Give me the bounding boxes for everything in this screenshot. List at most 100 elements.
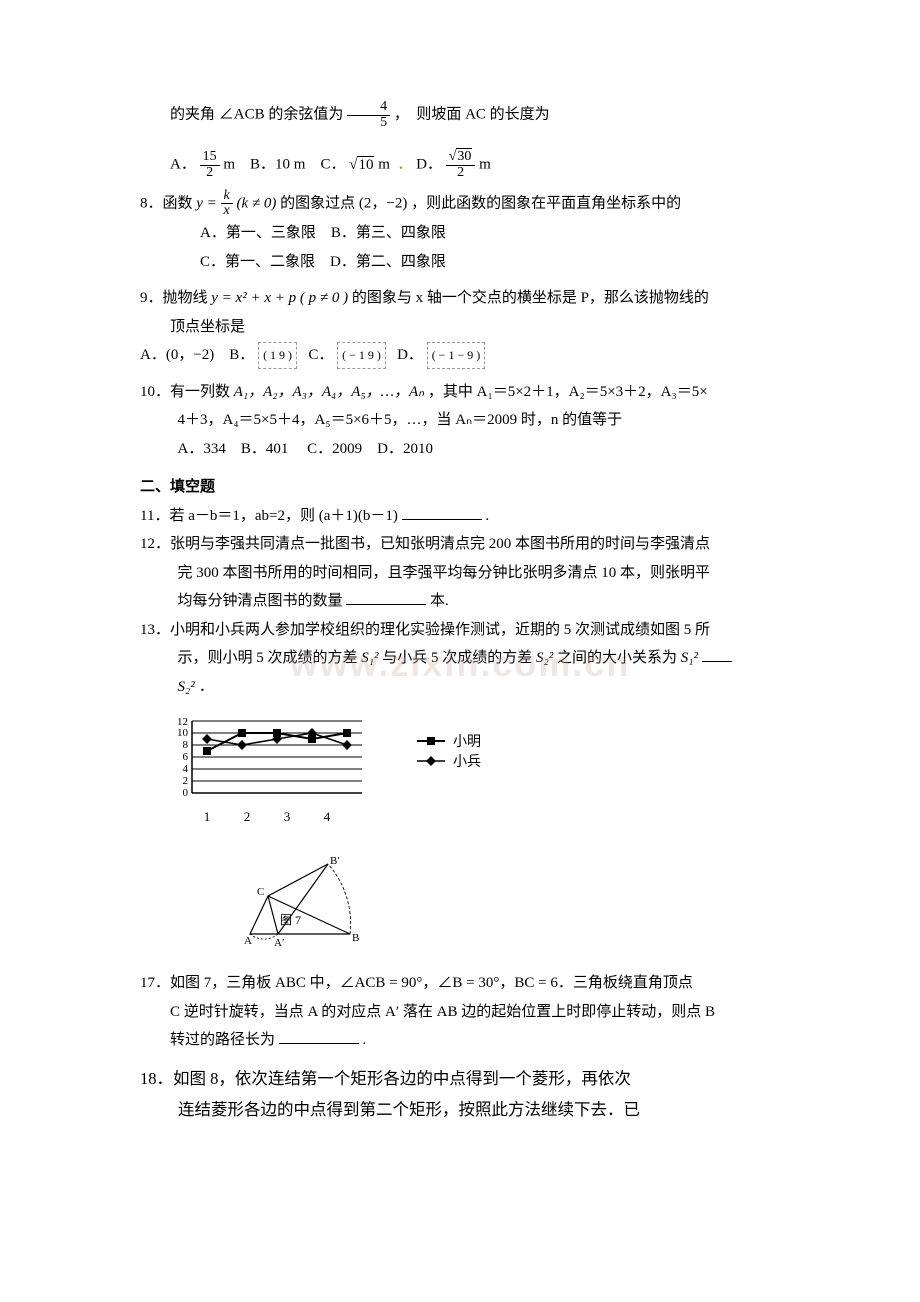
q7-cos-frac: 4 5 bbox=[347, 100, 390, 130]
blank-field[interactable] bbox=[346, 590, 426, 605]
q10-block: 10．有一列数 A₁，A₂，A₃，A₄，A₅，…，Aₙ ，其中 A₁＝5×2＋1… bbox=[140, 378, 790, 407]
frac-den: x bbox=[221, 204, 233, 219]
q9-opts: A．(0，−2) B． ( 1 9 ) C． ( − 1 9 ) D． ( − … bbox=[140, 341, 790, 370]
label-Ap: A′ bbox=[274, 937, 284, 949]
q13-s2b: S₂² ． bbox=[178, 679, 214, 695]
sqrt-body: 10 bbox=[357, 156, 374, 173]
legend-ming: 小明 bbox=[453, 734, 481, 750]
q17-line1: 17．如图 7，三角板 ABC 中，∠ACB = 90°，∠B = 30°，BC… bbox=[140, 969, 790, 998]
q10-seq: A₁，A₂，A₃，A₄，A₅，…，Aₙ bbox=[234, 384, 424, 400]
chart-svg: 0 2 4 6 8 10 12 1 2 3 4 bbox=[170, 713, 500, 833]
blank-field[interactable] bbox=[279, 1029, 359, 1044]
q8-block: 8．函数 y = k x (k ≠ 0) 的图象过点 (2，−2) ，则此函数的… bbox=[140, 189, 790, 219]
q7-optC-label: C． bbox=[320, 157, 345, 173]
q9-optB-val: ( 1 9 ) bbox=[258, 342, 297, 369]
ytick: 8 bbox=[183, 739, 189, 751]
q11-block: 11．若 a－b＝1，ab=2，则 (a＋1)(b－1) . bbox=[140, 502, 790, 531]
label-B: B bbox=[352, 932, 359, 944]
ytick: 12 bbox=[177, 716, 188, 728]
chart-figure5: 0 2 4 6 8 10 12 1 2 3 4 bbox=[170, 713, 790, 844]
q13-line2: 示，则小明 5 次成绩的方差 S₁² 与小兵 5 次成绩的方差 S₂² 之间的大… bbox=[178, 644, 791, 673]
frac-den: 2 bbox=[446, 166, 476, 181]
q8-optA: A．第一、三象限 bbox=[200, 225, 316, 241]
ytick: 4 bbox=[183, 763, 189, 775]
frac-den: 2 bbox=[200, 166, 220, 181]
q9-optC-val: ( − 1 9 ) bbox=[337, 342, 386, 369]
sqrt-body: 30 bbox=[456, 148, 472, 164]
frac-num: 15 bbox=[200, 150, 220, 166]
q11-text-b: . bbox=[485, 508, 489, 524]
q8-eq-y: y = bbox=[196, 195, 220, 211]
q9-mid: 的图象与 x 轴一个交点的横坐标是 P，那么该抛物线的 bbox=[352, 290, 709, 306]
q8-prefix: 8．函数 bbox=[140, 195, 196, 211]
q7-dot: ． bbox=[397, 157, 412, 173]
q12-line3a: 均每分钟清点图书的数量 bbox=[178, 593, 343, 609]
q13-line2b: 与小兵 5 次成绩的方差 bbox=[382, 650, 536, 666]
q8-mid: 的图象过点 (2 bbox=[280, 195, 371, 211]
frac-num: k bbox=[221, 189, 233, 205]
ytick: 6 bbox=[183, 751, 189, 763]
q17-line3: 转过的路径长为 . bbox=[170, 1026, 790, 1055]
q7-optD-frac: 30 2 bbox=[446, 150, 476, 180]
q13-line2c: 之间的大小关系为 bbox=[557, 650, 681, 666]
legend-bing: 小兵 bbox=[453, 754, 481, 770]
q10-optC: C．2009 bbox=[307, 441, 362, 457]
q13-line1: 13．小明和小兵两人参加学校组织的理化实验操作测试，近期的 5 次测试成绩如图 … bbox=[140, 616, 790, 645]
q18-line1: 18．如图 8，依次连结第一个矩形各边的中点得到一个菱形，再依次 bbox=[140, 1063, 790, 1094]
q8-optD: D．第二、四象限 bbox=[330, 254, 446, 270]
label-Bp: B′ bbox=[330, 855, 340, 867]
q8-suffix: ，则此函数的图象在平面直角坐标系中的 bbox=[411, 195, 681, 211]
q7-intro-b: ， 则坡面 AC 的长度为 bbox=[394, 107, 550, 123]
xtick: 1 bbox=[204, 809, 211, 824]
q9-block: 9．抛物线 y = x² + x + p ( p ≠ 0 ) 的图象与 x 轴一… bbox=[140, 284, 790, 313]
figure7: A A′ B B′ C 图 7 bbox=[230, 854, 790, 960]
q7-optA-frac: 15 2 bbox=[200, 150, 220, 180]
q7-optA-label: A． bbox=[170, 157, 196, 173]
ytick: 10 bbox=[177, 727, 189, 739]
q8-opts-row2: C．第一、二象限 D．第二、四象限 bbox=[200, 248, 790, 277]
q8-neg: ，−2) bbox=[371, 195, 407, 211]
q7-optC-unit: m bbox=[378, 157, 390, 173]
q13-line3: S₂² ． bbox=[178, 673, 791, 702]
ytick: 0 bbox=[183, 787, 189, 799]
figure7-caption: 图 7 bbox=[280, 913, 301, 927]
blank-field[interactable] bbox=[402, 505, 482, 520]
q10-optB: B．401 bbox=[241, 441, 289, 457]
q9-optD-val: ( − 1 − 9 ) bbox=[427, 342, 486, 369]
q10-line2: 4＋3，A₄＝5×5＋4，A₅＝5×6＋5，…，当 Aₙ＝2009 时，n 的值… bbox=[178, 406, 791, 435]
q9-prefix: 9．抛物线 bbox=[140, 290, 211, 306]
figure7-svg: A A′ B B′ C 图 7 bbox=[230, 854, 380, 949]
q10-optD: D．2010 bbox=[377, 441, 433, 457]
q10-opts: A．334 B．401 C．2009 D．2010 bbox=[178, 435, 791, 464]
label-A: A bbox=[244, 935, 252, 947]
q10-line1a: 10．有一列数 bbox=[140, 384, 234, 400]
q13-s2: S₂² bbox=[536, 650, 553, 666]
q8-opts-row1: A．第一、三象限 B．第三、四象限 bbox=[200, 219, 790, 248]
q9-optB-label: B． bbox=[229, 347, 254, 363]
xtick: 2 bbox=[244, 809, 251, 824]
q9-optD-label: D． bbox=[397, 347, 423, 363]
q12-line3: 均每分钟清点图书的数量 本. bbox=[178, 587, 791, 616]
q7-optC-sqrt: 10 bbox=[349, 151, 374, 180]
q17-line2: C 逆时针旋转，当点 A 的对应点 A′ 落在 AB 边的起始位置上时即停止转动… bbox=[170, 998, 790, 1027]
xtick: 4 bbox=[324, 809, 331, 824]
q12-line1: 12．张明与李强共同清点一批图书，已知张明清点完 200 本图书所用的时间与李强… bbox=[140, 530, 790, 559]
section2-title: 二、填空题 bbox=[140, 473, 790, 502]
ytick: 2 bbox=[183, 775, 189, 787]
frac-den: 5 bbox=[347, 116, 390, 131]
q9-eq: y = x² + x + p ( p ≠ 0 ) bbox=[211, 290, 348, 306]
q11-text-a: 11．若 a－b＝1，ab=2，则 (a＋1)(b－1) bbox=[140, 508, 398, 524]
q7-optB: B．10 m bbox=[250, 157, 305, 173]
q9-optC-label: C． bbox=[308, 347, 333, 363]
q13-s1b: S₁² bbox=[681, 650, 698, 666]
blank-field[interactable] bbox=[702, 647, 732, 662]
q17-line3a: 转过的路径长为 bbox=[170, 1032, 275, 1048]
q10-line1b: ，其中 A₁＝5×2＋1，A₂＝5×3＋2，A₃＝5× bbox=[428, 384, 708, 400]
q12-line2: 完 300 本图书所用的时间相同，且李强平均每分钟比张明多清点 10 本，则张明… bbox=[178, 559, 791, 588]
q9-line2: 顶点坐标是 bbox=[170, 313, 790, 342]
q8-cond: (k ≠ 0) bbox=[237, 195, 277, 211]
q8-optC: C．第一、二象限 bbox=[200, 254, 315, 270]
q18-line2: 连结菱形各边的中点得到第二个矩形，按照此方法继续下去．已 bbox=[178, 1094, 790, 1125]
q7-block: 的夹角 ∠ACB 的余弦值为 4 5 ， 则坡面 AC 的长度为 A． 15 2… bbox=[140, 100, 790, 181]
frac-num: 30 bbox=[446, 150, 476, 166]
